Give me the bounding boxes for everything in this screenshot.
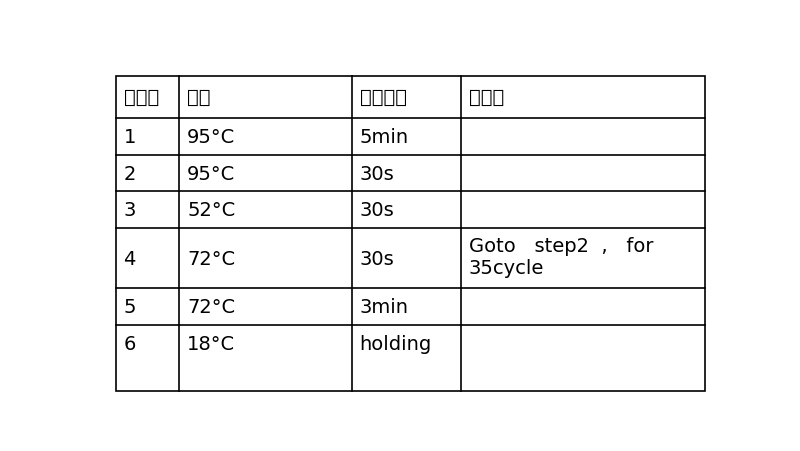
Text: 72°C: 72°C [187, 297, 235, 317]
Text: 1: 1 [123, 127, 136, 147]
Text: 52°C: 52°C [187, 201, 235, 220]
Text: 18°C: 18°C [187, 334, 235, 353]
Text: 5: 5 [123, 297, 136, 317]
Text: 温度: 温度 [187, 88, 210, 107]
Text: 3min: 3min [360, 297, 409, 317]
Text: 3: 3 [123, 201, 136, 220]
Text: 30s: 30s [360, 164, 394, 183]
Text: 处理时间: 处理时间 [360, 88, 406, 107]
Text: 步骤号: 步骤号 [123, 88, 159, 107]
Text: 4: 4 [123, 249, 136, 268]
Text: 30s: 30s [360, 249, 394, 268]
Text: holding: holding [360, 334, 432, 353]
Text: 35cycle: 35cycle [469, 258, 544, 277]
Text: 72°C: 72°C [187, 249, 235, 268]
Text: 95°C: 95°C [187, 127, 235, 147]
Text: 95°C: 95°C [187, 164, 235, 183]
Text: 循环数: 循环数 [469, 88, 504, 107]
Text: 5min: 5min [360, 127, 409, 147]
Text: Goto   step2  ,   for: Goto step2 , for [469, 236, 654, 255]
Text: 30s: 30s [360, 201, 394, 220]
Text: 2: 2 [123, 164, 136, 183]
Text: 6: 6 [123, 334, 136, 353]
